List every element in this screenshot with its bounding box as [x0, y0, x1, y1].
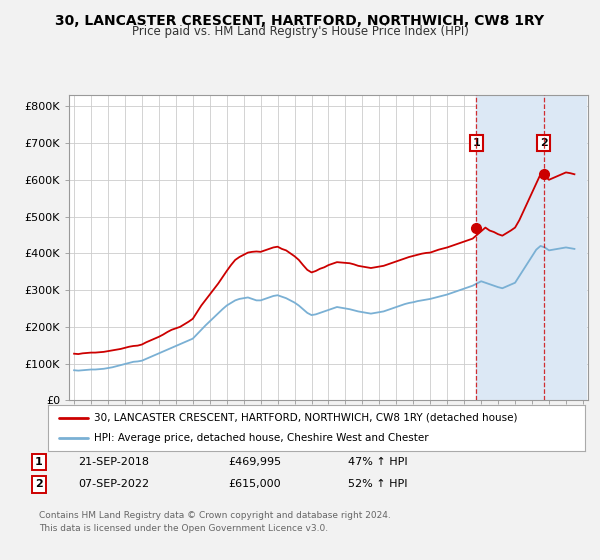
Text: £615,000: £615,000 [228, 479, 281, 489]
Text: 1: 1 [35, 457, 43, 467]
Text: 2: 2 [539, 138, 547, 148]
Text: 2: 2 [35, 479, 43, 489]
Text: £469,995: £469,995 [228, 457, 281, 467]
Text: 52% ↑ HPI: 52% ↑ HPI [348, 479, 407, 489]
Bar [476, 95, 544, 400]
Text: HPI: Average price, detached house, Cheshire West and Chester: HPI: Average price, detached house, Ches… [94, 433, 428, 443]
Text: 30, LANCASTER CRESCENT, HARTFORD, NORTHWICH, CW8 1RY (detached house): 30, LANCASTER CRESCENT, HARTFORD, NORTHW… [94, 413, 517, 423]
Text: 30, LANCASTER CRESCENT, HARTFORD, NORTHWICH, CW8 1RY: 30, LANCASTER CRESCENT, HARTFORD, NORTHW… [55, 14, 545, 28]
Text: 1: 1 [473, 138, 480, 148]
Text: Contains HM Land Registry data © Crown copyright and database right 2024.: Contains HM Land Registry data © Crown c… [39, 511, 391, 520]
Text: 21-SEP-2018: 21-SEP-2018 [78, 457, 149, 467]
Text: This data is licensed under the Open Government Licence v3.0.: This data is licensed under the Open Gov… [39, 524, 328, 533]
Bar [544, 95, 586, 400]
Text: 07-SEP-2022: 07-SEP-2022 [78, 479, 149, 489]
Text: Price paid vs. HM Land Registry's House Price Index (HPI): Price paid vs. HM Land Registry's House … [131, 25, 469, 38]
Text: 47% ↑ HPI: 47% ↑ HPI [348, 457, 407, 467]
